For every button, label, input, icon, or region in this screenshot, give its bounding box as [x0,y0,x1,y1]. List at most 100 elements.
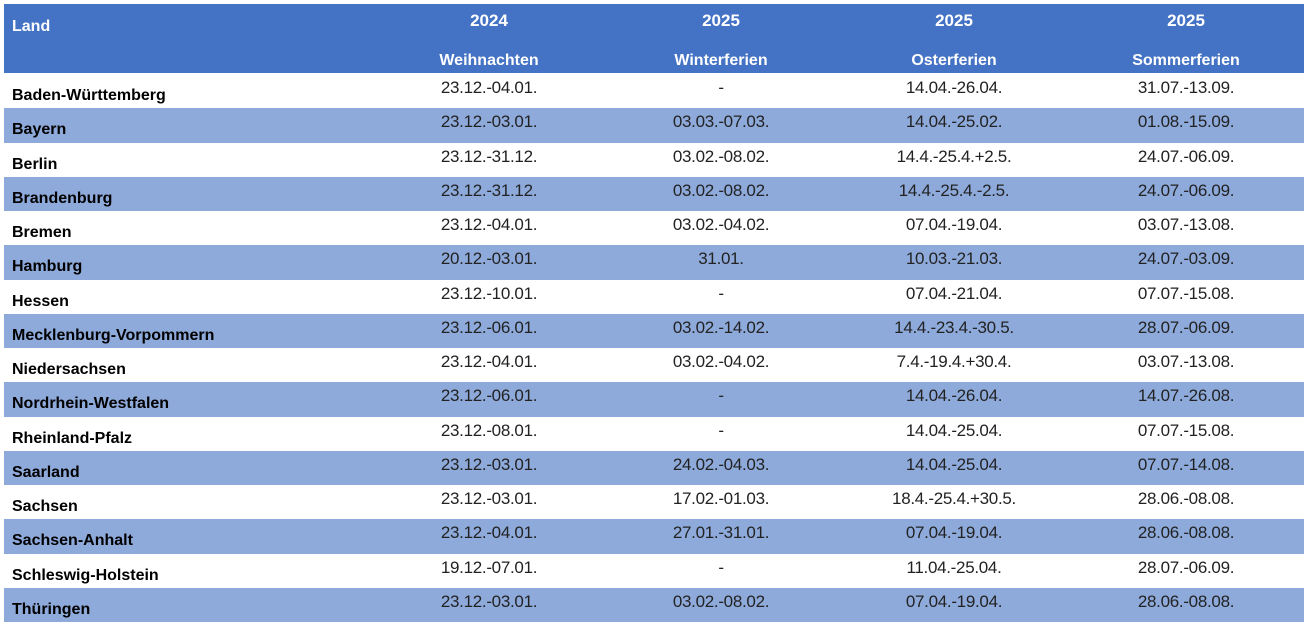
holiday-dates: - [718,283,724,303]
holiday-dates: 14.4.-23.4.-30.5. [894,317,1014,337]
holiday-dates: 31.07.-13.09. [1137,78,1235,97]
holiday-dates: 07.07.-15.08. [1137,283,1235,303]
holiday-dates: 23.12.-04.01. [440,215,538,234]
holiday-dates: - [718,420,724,440]
table-row [4,382,1304,417]
holiday-dates: 14.07.-26.08. [1137,386,1235,406]
holiday-dates: 07.04.-19.04. [905,215,1003,234]
holiday-dates: 03.03.-07.03. [672,112,770,132]
land-name: Brandenburg [12,189,113,207]
land-name: Thüringen [12,600,91,618]
holiday-dates: 24.07.-06.09. [1137,146,1235,166]
column-year: 2025 [935,11,973,30]
holiday-dates: 07.04.-21.04. [905,283,1003,303]
column-year: 2025 [1167,11,1205,30]
holiday-dates: 14.04.-26.04. [905,78,1003,97]
land-name: Mecklenburg-Vorpommern [12,326,215,344]
land-name: Berlin [12,155,58,173]
holiday-dates: 07.07.-15.08. [1137,420,1235,440]
holiday-dates: - [718,557,724,577]
holiday-dates: 23.12.-31.12. [440,180,538,200]
land-name: Bremen [12,224,72,241]
table-row [4,211,1304,245]
table-row [4,108,1304,143]
holiday-dates: 19.12.-07.01. [440,557,538,577]
holiday-dates: 14.04.-25.04. [905,454,1003,474]
holiday-dates: 23.12.-04.01. [440,523,538,543]
holiday-dates: 28.06.-08.08. [1137,591,1235,611]
land-name: Rheinland-Pfalz [12,429,133,447]
table-row [4,417,1304,451]
holiday-dates: - [718,78,724,97]
holiday-dates: 10.03.-21.03. [905,249,1003,269]
holiday-dates: 27.01.-31.01. [672,523,770,543]
table-row [4,313,1304,348]
land-name: Baden-Württemberg [12,87,166,104]
holiday-dates: 23.12.-08.01. [440,420,538,440]
table-row [4,519,1304,554]
land-name: Sachsen [12,498,78,515]
land-name: Saarland [12,463,80,481]
holiday-dates: 23.12.-06.01. [440,386,538,406]
holiday-dates: 20.12.-03.01. [440,249,538,269]
holiday-dates: 24.07.-03.09. [1137,249,1235,269]
holiday-dates: 23.12.-03.01. [440,454,538,474]
land-name: Niedersachsen [12,361,126,378]
holiday-dates: - [718,386,724,406]
holiday-dates: 23.12.-04.01. [440,352,538,371]
land-name: Hamburg [12,258,83,276]
table-row [4,176,1304,211]
holiday-dates: 14.04.-25.02. [905,112,1003,132]
holiday-dates: 07.04.-19.04. [905,523,1003,543]
table-row [4,485,1304,519]
table-row [4,587,1304,622]
holiday-dates: 7.4.-19.4.+30.4. [896,352,1012,371]
holiday-dates: 23.12.-03.01. [440,112,538,132]
column-name: Osterferien [911,52,997,69]
holiday-dates: 03.02.-04.02. [672,215,770,234]
table-row [4,143,1304,177]
holiday-dates: 24.07.-06.09. [1137,180,1235,200]
land-name: Nordrhein-Westfalen [12,395,170,413]
column-name: Winterferien [674,52,768,69]
holiday-dates: 03.07.-13.08. [1137,352,1235,371]
land-name: Schleswig-Holstein [12,566,159,584]
holiday-dates: 11.04.-25.04. [906,557,1002,577]
holiday-dates: 14.04.-26.04. [905,386,1003,406]
holiday-dates: 03.02.-08.02. [672,180,770,200]
column-year: 2024 [470,11,508,30]
holiday-dates: 18.4.-25.4.+30.5. [892,489,1016,508]
holiday-dates: 14.4.-25.4.-2.5. [898,180,1010,200]
holiday-dates: 28.06.-08.08. [1137,489,1235,508]
holiday-dates: 17.02.-01.03. [672,489,770,508]
table-row [4,554,1304,588]
holiday-dates: 23.12.-04.01. [440,78,538,97]
holiday-dates: 03.07.-13.08. [1137,215,1235,234]
column-year: 2025 [702,11,740,30]
header-band [4,4,1304,73]
land-name: Sachsen-Anhalt [12,532,133,550]
column-name: Sommerferien [1132,52,1240,69]
holiday-dates: 23.12.-06.01. [440,317,538,337]
holiday-dates: 28.07.-06.09. [1137,557,1235,577]
table-row [4,450,1304,485]
holiday-dates: 23.12.-03.01. [440,489,538,508]
holiday-dates: 01.08.-15.09. [1137,112,1235,132]
land-name: Bayern [12,121,67,139]
holiday-dates: 23.12.-03.01. [440,591,538,611]
holiday-dates: 07.07.-14.08. [1137,454,1235,474]
holiday-dates: 03.02.-04.02. [672,352,770,371]
table-row [4,245,1304,280]
holiday-dates: 14.04.-25.04. [905,420,1003,440]
table-row [4,74,1304,108]
holiday-dates: 28.06.-08.08. [1137,523,1235,543]
land-name: Hessen [12,292,69,310]
holiday-dates: 28.07.-06.09. [1137,317,1235,337]
holiday-dates: 23.12.-10.01. [440,283,538,303]
table-row [4,348,1304,382]
column-name: Weihnachten [439,52,539,69]
holiday-dates: 31.01. [698,249,744,269]
table-row [4,280,1304,314]
holiday-dates: 03.02.-08.02. [672,146,770,166]
